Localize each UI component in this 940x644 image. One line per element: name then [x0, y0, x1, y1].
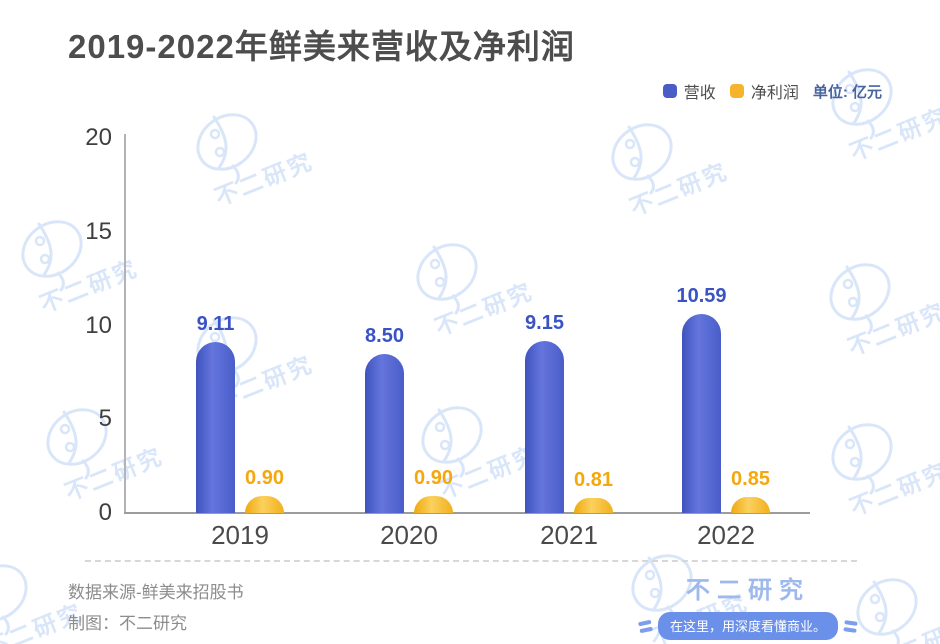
brand-name: 不二研究	[686, 577, 810, 604]
y-tick-label: 0	[98, 499, 112, 526]
chart-title: 2019-2022年鲜美来营收及净利润	[68, 28, 575, 65]
revenue-value-label: 9.15	[525, 312, 564, 335]
unit-label: 单位: 亿元	[812, 83, 882, 101]
footer-divider	[85, 560, 857, 562]
data-source-text: 数据来源-鲜美来招股书	[68, 583, 244, 602]
revenue-value-label: 9.11	[196, 313, 235, 336]
revenue-swatch-icon	[662, 84, 677, 98]
brand-tagline-row: 在这里，用深度看懂商业。	[618, 612, 878, 640]
revenue-value-label: 8.50	[365, 324, 404, 347]
badge-dashes-right-icon	[843, 619, 858, 633]
x-tick-label: 2022	[697, 520, 755, 550]
y-axis-line	[124, 134, 126, 514]
revenue-bar	[682, 314, 721, 513]
y-tick-label: 20	[85, 124, 112, 151]
legend-item-profit: 净利润	[729, 79, 799, 103]
badge-dashes-left-icon	[637, 619, 653, 633]
profit-bar	[731, 497, 770, 513]
x-axis-line	[124, 512, 810, 514]
chart-legend: 营收 净利润 单位: 亿元	[662, 79, 882, 103]
profit-value-label: 0.90	[245, 467, 284, 490]
profit-value-label: 0.85	[731, 468, 770, 491]
revenue-bar	[525, 341, 564, 513]
x-tick-label: 2020	[380, 520, 438, 550]
x-tick-label: 2019	[211, 520, 269, 550]
brand-tagline-badge: 在这里，用深度看懂商业。	[657, 612, 838, 640]
brand-block: 不二研究 在这里，用深度看懂商业。	[618, 570, 878, 640]
revenue-bar	[365, 353, 404, 513]
legend-profit-label: 净利润	[750, 85, 799, 102]
credit-text: 制图：不二研究	[68, 614, 187, 633]
y-tick-label: 15	[85, 217, 112, 245]
legend-revenue-label: 营收	[683, 85, 716, 102]
profit-swatch-icon	[729, 84, 744, 98]
revenue-value-label: 10.59	[676, 285, 727, 308]
y-tick-label: 10	[85, 311, 112, 339]
profit-value-label: 0.81	[574, 468, 613, 491]
profit-bar	[245, 496, 284, 513]
x-tick-label: 2021	[540, 520, 598, 550]
profit-bar	[414, 496, 453, 513]
legend-item-revenue: 营收	[662, 79, 716, 103]
profit-bar	[574, 497, 613, 513]
profit-value-label: 0.90	[414, 467, 453, 490]
y-tick-label: 5	[98, 405, 112, 433]
